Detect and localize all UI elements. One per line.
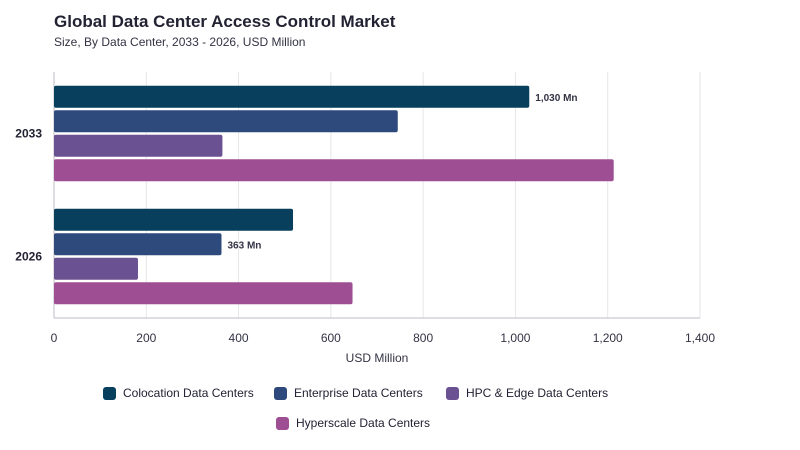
bar [54, 134, 223, 157]
legend-label: Colocation Data Centers [123, 386, 254, 400]
x-tick-label: 600 [321, 331, 341, 345]
category-label: 2026 [15, 250, 42, 264]
chart-subtitle: Size, By Data Center, 2033 - 2026, USD M… [54, 35, 306, 49]
data-label: 1,030 Mn [535, 93, 577, 104]
x-tick-label: 0 [51, 331, 58, 345]
data-label: 363 Mn [227, 240, 261, 251]
legend-item: Hyperscale Data Centers [276, 416, 430, 430]
x-tick-label: 1,200 [593, 331, 623, 345]
legend-item: Colocation Data Centers [103, 386, 254, 400]
legend-label: HPC & Edge Data Centers [466, 386, 609, 400]
x-tick-label: 800 [413, 331, 433, 345]
x-tick-label: 200 [136, 331, 156, 345]
legend-item: HPC & Edge Data Centers [446, 386, 608, 400]
bar [54, 159, 614, 182]
legend-label: Enterprise Data Centers [294, 386, 423, 400]
bar [54, 110, 398, 133]
bar [54, 257, 138, 280]
category-label: 2033 [15, 127, 42, 141]
legend-swatch [103, 386, 116, 400]
x-tick-label: 1,400 [685, 331, 715, 345]
x-tick-label: 1,000 [500, 331, 530, 345]
bar [54, 208, 294, 231]
bar [54, 233, 222, 256]
legend-swatch [274, 386, 287, 400]
legend-swatch [276, 416, 289, 430]
bar [54, 85, 530, 108]
legend-label: Hyperscale Data Centers [296, 416, 431, 430]
bar [54, 282, 353, 305]
x-tick-label: 400 [229, 331, 249, 345]
legend-swatch [446, 386, 459, 400]
x-axis-title: USD Million [346, 351, 409, 365]
chart-title: Global Data Center Access Control Market [54, 12, 396, 31]
legend-item: Enterprise Data Centers [274, 386, 423, 400]
